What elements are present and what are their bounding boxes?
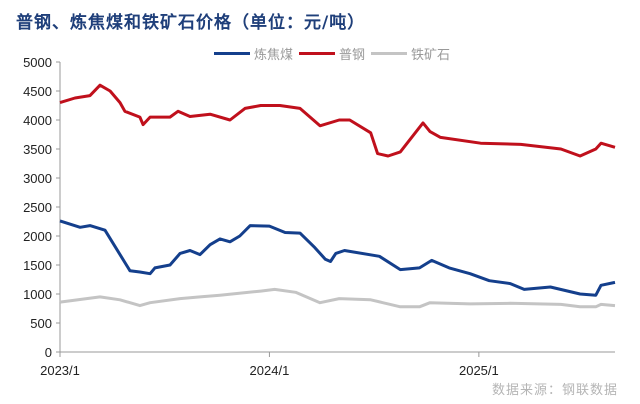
legend-label-iron-ore: 铁矿石	[411, 48, 451, 63]
legend-swatch-coking-coal	[214, 52, 250, 55]
y-tick-label: 1000	[23, 287, 52, 302]
y-tick-label: 5000	[23, 55, 52, 70]
y-tick-label: 0	[45, 345, 52, 360]
legend-label-steel: 普钢	[339, 48, 366, 63]
y-tick-label: 3000	[23, 171, 52, 186]
legend-swatch-iron-ore	[371, 52, 408, 55]
series-line-iron-ore	[59, 287, 616, 309]
y-tick-label: 4000	[23, 113, 52, 128]
y-tick-label: 4500	[23, 84, 52, 99]
chart-title: 普钢、炼焦煤和铁矿石价格（单位：元/吨）	[16, 13, 366, 33]
legend-swatch-steel	[299, 52, 336, 55]
x-tick-label: 2025/1	[459, 363, 499, 378]
y-tick-label: 1500	[23, 258, 52, 273]
legend: 炼焦煤 普钢 铁矿石	[212, 44, 454, 63]
source-note: 数据来源：钢联数据	[491, 383, 618, 398]
legend-label-coking-coal: 炼焦煤	[254, 48, 294, 63]
x-tick-label: 2024/1	[250, 363, 290, 378]
y-tick-label: 500	[30, 316, 52, 331]
series-line-coking-coal	[59, 219, 616, 297]
y-tick-label: 3500	[23, 142, 52, 157]
series-line-steel	[59, 83, 616, 158]
y-tick-label: 2500	[23, 200, 52, 215]
y-tick-label: 2000	[23, 229, 52, 244]
x-tick-label: 2023/1	[40, 363, 80, 378]
